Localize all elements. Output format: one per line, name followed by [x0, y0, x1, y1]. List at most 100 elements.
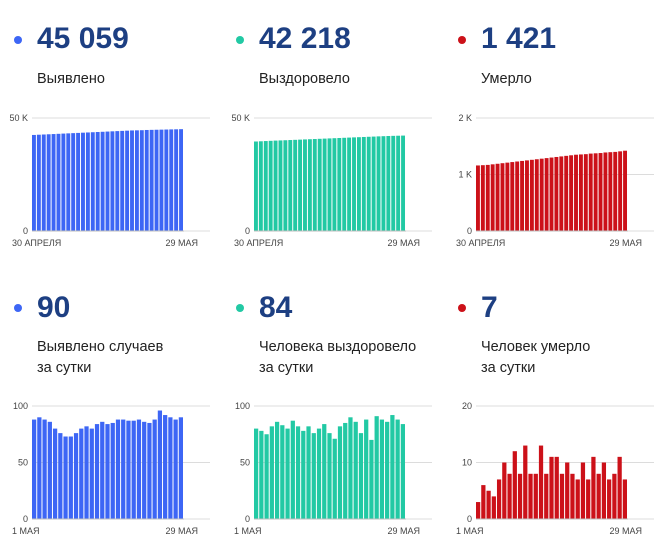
x-tick-label-start: 1 МАЯ — [12, 526, 40, 536]
bar — [269, 426, 274, 519]
bar — [125, 130, 130, 231]
stat-label: Выявлено случаев за сутки — [37, 339, 164, 376]
bar — [327, 138, 332, 231]
bar — [254, 141, 258, 231]
stat-label: Человека выздоровело за сутки — [259, 339, 417, 376]
y-tick-label: 0 — [467, 514, 472, 524]
bar — [134, 130, 139, 231]
y-tick-label: 2 K — [458, 113, 472, 123]
bar — [601, 462, 607, 519]
bar — [322, 138, 327, 231]
bar — [371, 136, 376, 231]
bar — [580, 462, 586, 519]
bar — [130, 130, 134, 231]
bar — [307, 139, 312, 231]
bar — [41, 134, 46, 231]
bar — [159, 129, 164, 231]
bar — [100, 131, 105, 231]
bar — [353, 421, 358, 519]
bar — [174, 129, 179, 231]
bar — [95, 132, 100, 231]
bar — [376, 136, 381, 231]
bar — [178, 417, 183, 519]
bar — [259, 430, 264, 519]
bar — [254, 428, 259, 519]
y-tick-label: 50 K — [231, 113, 250, 123]
bar-chart-deaths-daily: 0 10 20 1 МАЯ 29 МАЯ — [456, 401, 654, 536]
bar — [598, 153, 603, 231]
bar — [301, 430, 306, 519]
bar — [559, 156, 564, 231]
bar — [578, 154, 583, 231]
bar — [618, 151, 623, 231]
bar — [559, 473, 565, 519]
bar — [523, 445, 528, 519]
bar — [343, 422, 348, 519]
bar — [486, 490, 491, 519]
bar — [278, 140, 283, 231]
bar — [293, 139, 298, 231]
bar — [366, 136, 371, 231]
bar — [485, 164, 490, 231]
bar — [369, 439, 374, 519]
bar — [596, 473, 601, 519]
bar — [327, 433, 332, 519]
bar — [496, 479, 502, 519]
bar — [544, 473, 549, 519]
bar — [395, 419, 400, 519]
y-tick-label: 0 — [245, 514, 250, 524]
bar — [68, 436, 73, 519]
bar — [126, 420, 131, 519]
y-tick-label: 1 K — [458, 170, 472, 180]
y-tick-label: 0 — [467, 226, 472, 236]
bar — [622, 479, 627, 519]
bar — [121, 419, 126, 519]
color-dot — [14, 304, 22, 312]
stat-value: 90 — [37, 291, 71, 324]
bar — [554, 156, 559, 231]
bar-chart-detected-total: 0 50 K 30 АПРЕЛЯ 29 МАЯ — [9, 113, 210, 248]
bar — [593, 153, 598, 231]
bar — [173, 419, 178, 519]
bar — [352, 137, 356, 231]
bar — [89, 428, 94, 519]
bar — [520, 160, 525, 231]
x-tick-label-start: 1 МАЯ — [234, 526, 262, 536]
bar — [85, 132, 90, 231]
bar — [110, 131, 115, 231]
bar — [539, 158, 544, 231]
bar — [348, 417, 353, 519]
bar — [73, 433, 79, 519]
stat-label: Выздоровело — [259, 71, 350, 87]
stat-value: 45 059 — [37, 22, 129, 55]
bar — [115, 419, 121, 519]
bar — [533, 473, 538, 519]
bar — [157, 410, 163, 519]
stat-label: Человек умерло за сутки — [481, 339, 591, 376]
bar — [549, 456, 554, 519]
bar — [169, 129, 174, 231]
bar — [47, 421, 52, 519]
bar — [385, 421, 390, 519]
bar — [347, 137, 352, 231]
bar — [66, 133, 71, 231]
panel-detected-total: 45 059 Выявлено 0 50 K 30 АПРЕЛЯ 29 МАЯ — [0, 0, 222, 275]
bar — [505, 162, 510, 231]
bar — [356, 137, 361, 231]
bar — [154, 129, 159, 231]
bar — [139, 130, 144, 231]
bar — [131, 420, 136, 519]
y-tick-label: 20 — [462, 401, 472, 411]
bar — [332, 138, 337, 231]
y-tick-label: 50 K — [9, 113, 28, 123]
color-dot — [458, 36, 466, 44]
bar — [534, 159, 539, 231]
bar — [283, 140, 288, 231]
bar — [575, 479, 580, 519]
bar — [136, 419, 142, 519]
y-tick-label: 100 — [13, 401, 28, 411]
bar — [306, 426, 311, 519]
bar — [400, 424, 405, 519]
bar — [379, 419, 385, 519]
bar — [390, 415, 395, 519]
